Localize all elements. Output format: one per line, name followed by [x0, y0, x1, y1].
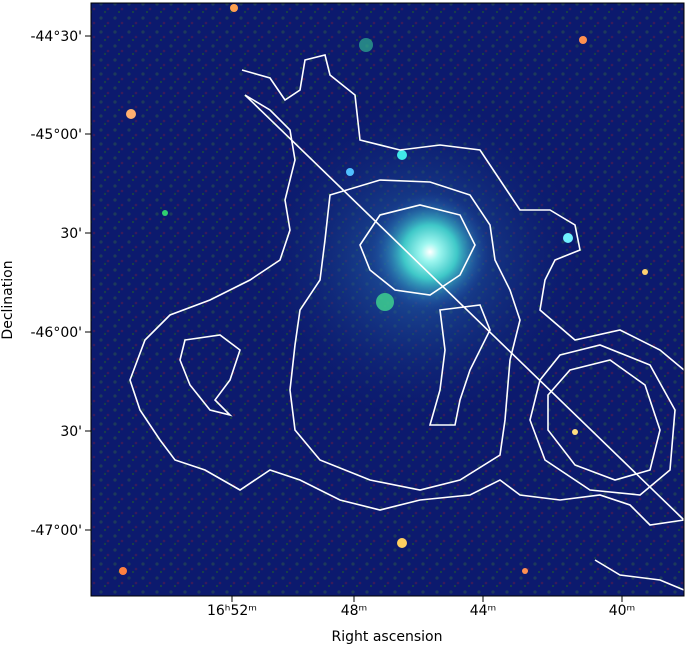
x-axis-label: Right ascension: [332, 629, 443, 645]
x-tick-label: 40ᵐ: [609, 603, 636, 619]
tick-marks: [85, 35, 623, 602]
stars: [119, 4, 648, 575]
sky-image: [91, 3, 686, 596]
y-tick-labels: -44°30' -45°00' 30' -46°00' 30' -47°00': [30, 29, 82, 539]
x-tick-label: 16ʰ52ᵐ: [207, 603, 257, 619]
y-tick-label: 30': [60, 226, 82, 242]
y-tick-label: -45°00': [30, 127, 82, 143]
x-tick-label: 44ᵐ: [470, 603, 497, 619]
axes-frame: [90, 2, 685, 597]
y-tick-label: -47°00': [30, 523, 82, 539]
x-tick-label: 48ᵐ: [341, 603, 368, 619]
contours: [129, 54, 686, 591]
x-tick-labels: 16ʰ52ᵐ 48ᵐ 44ᵐ 40ᵐ: [207, 603, 635, 619]
y-tick-label: -44°30': [30, 29, 82, 45]
y-tick-label: 30': [60, 424, 82, 440]
y-tick-label: -46°00': [30, 325, 82, 341]
y-axis-label: Declination: [0, 260, 16, 339]
